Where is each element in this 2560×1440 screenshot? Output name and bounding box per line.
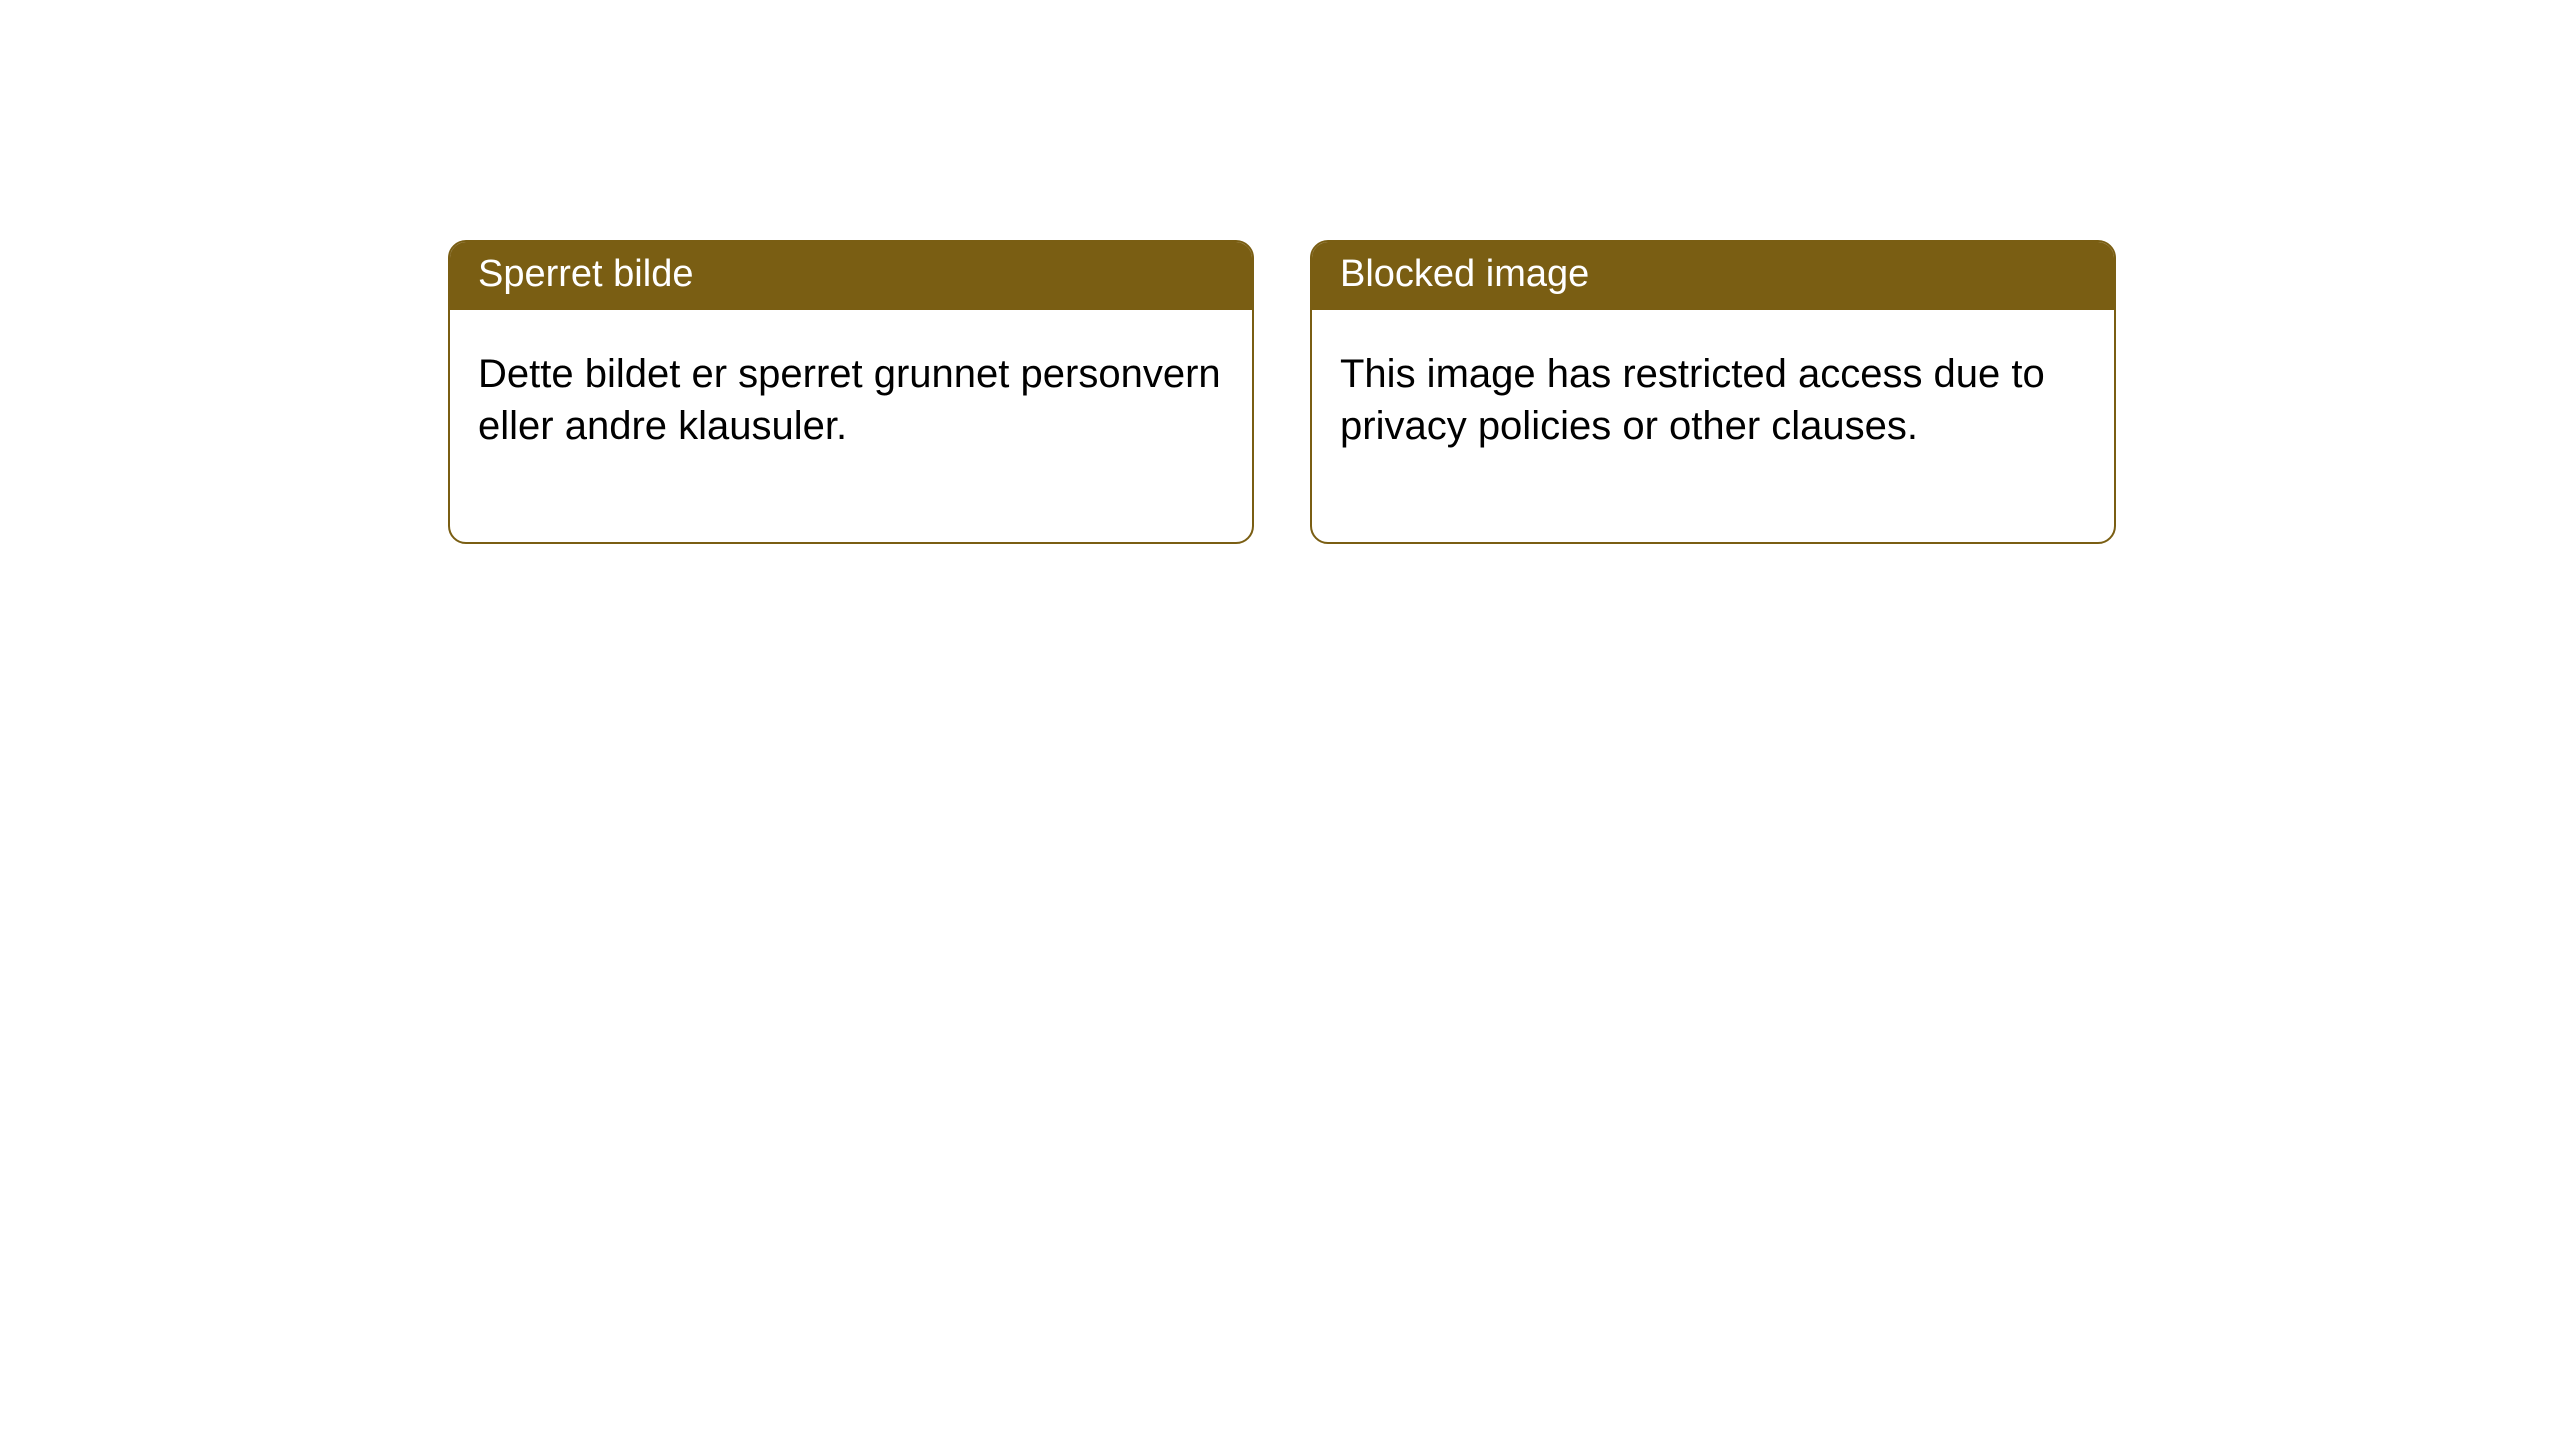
notice-header-norwegian: Sperret bilde [450, 242, 1252, 310]
notice-body-english: This image has restricted access due to … [1312, 310, 2114, 542]
notice-container: Sperret bilde Dette bildet er sperret gr… [0, 0, 2560, 544]
notice-card-norwegian: Sperret bilde Dette bildet er sperret gr… [448, 240, 1254, 544]
notice-body-norwegian: Dette bildet er sperret grunnet personve… [450, 310, 1252, 542]
notice-card-english: Blocked image This image has restricted … [1310, 240, 2116, 544]
notice-header-english: Blocked image [1312, 242, 2114, 310]
